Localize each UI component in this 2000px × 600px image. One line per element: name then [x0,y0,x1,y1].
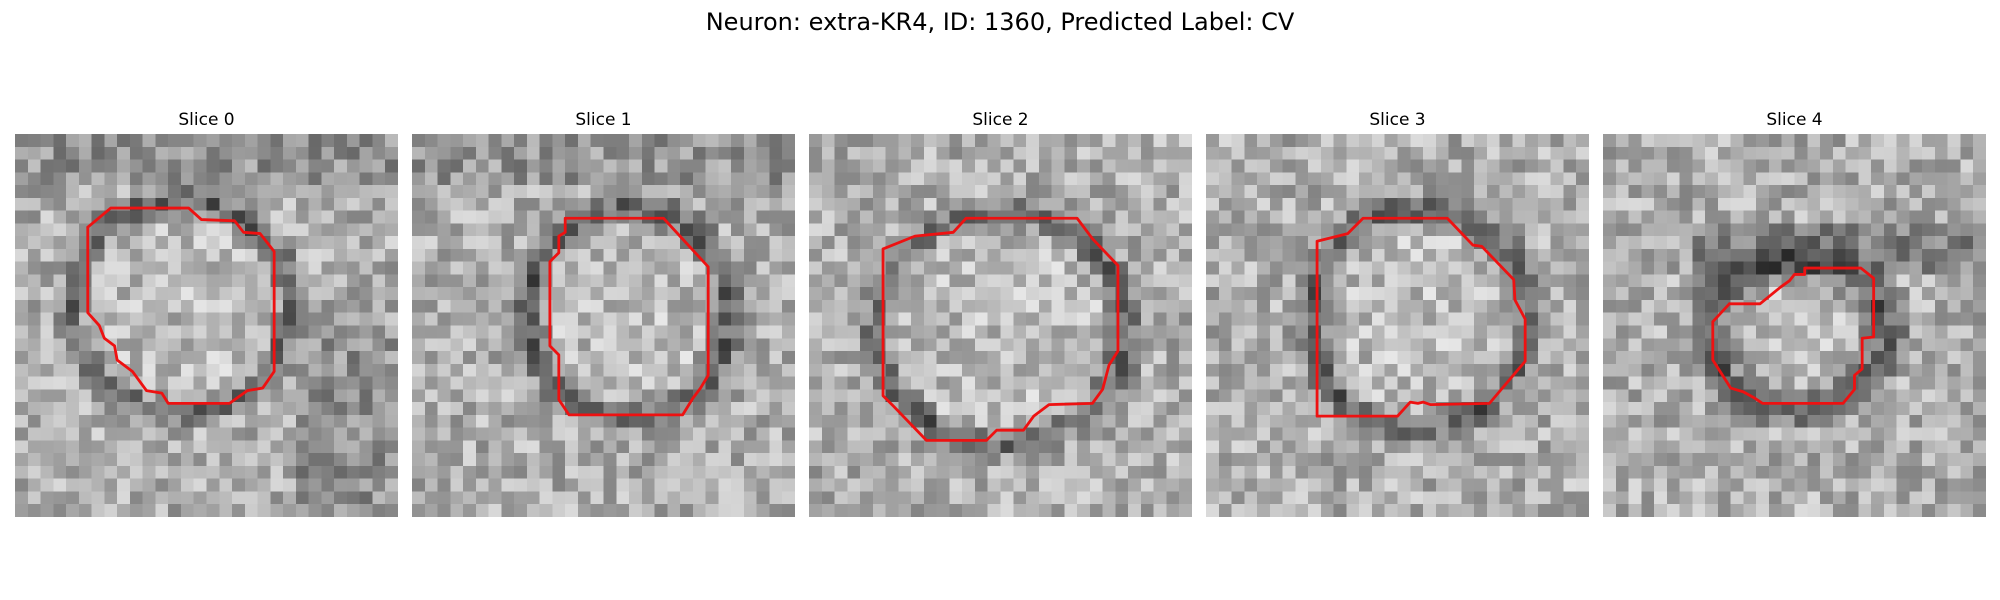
slice-4-panel [1603,134,1986,517]
slice-1-panel [412,134,795,517]
slice-1-image [412,134,795,517]
slice-0-contour [86,206,276,405]
slice-0-image [15,134,398,517]
slice-4-contour-layer [1711,266,1876,405]
slice-2-contour [881,216,1120,442]
slice-2-panel [809,134,1192,517]
slice-4-title: Slice 4 [1766,110,1823,130]
slice-2-image [809,134,1192,517]
slice-4-image [1603,134,1986,517]
slice-3-contour [1315,216,1527,418]
slice-0-contour-layer [86,206,276,405]
slice-1-contour [548,216,710,417]
slice-3-panel [1206,134,1589,517]
slice-0-panel [15,134,398,517]
slice-2-contour-layer [881,216,1120,442]
slice-2-title: Slice 2 [972,110,1029,130]
slice-1-title: Slice 1 [575,110,632,130]
figure-title: Neuron: extra-KR4, ID: 1360, Predicted L… [705,8,1295,36]
slice-4-contour [1711,266,1876,405]
slice-3-contour-layer [1315,216,1527,418]
slice-0-title: Slice 0 [178,110,235,130]
slice-1-contour-layer [548,216,710,417]
slice-3-title: Slice 3 [1369,110,1426,130]
